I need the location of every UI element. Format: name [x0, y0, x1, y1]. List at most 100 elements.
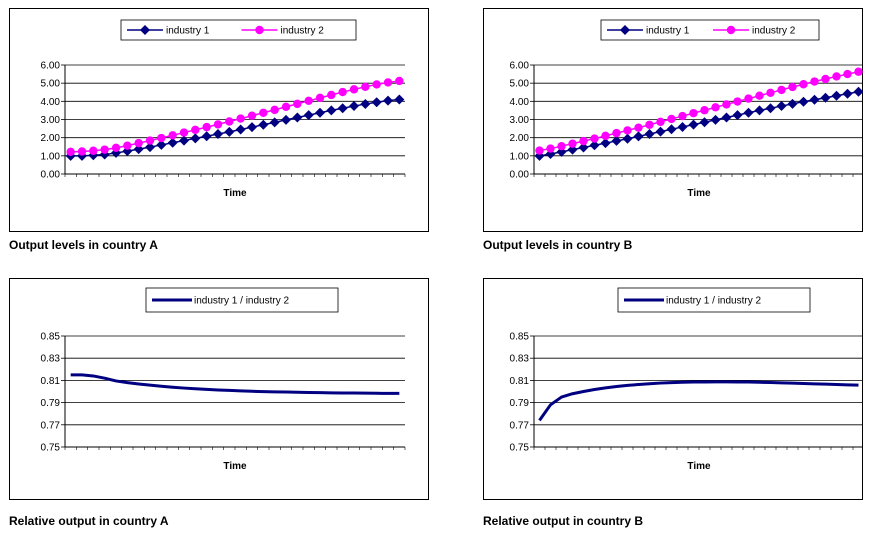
data-point-diamond: [622, 133, 633, 144]
data-point-diamond: [787, 98, 798, 109]
data-point-circle: [766, 88, 775, 97]
data-point-diamond: [326, 105, 337, 116]
line-chart-country-a-relative: 0.75 0.77 0.79 0.81 0.83 0.85 Time industry 1 /…: [9, 278, 429, 500]
data-point-circle: [689, 108, 698, 118]
data-point-diamond: [820, 92, 831, 103]
data-point-circle: [843, 69, 852, 79]
y-tick-label: 0.75: [510, 443, 530, 454]
data-point-circle: [134, 138, 143, 148]
legend-label: industry 1: [646, 26, 690, 37]
x-axis-label: Time: [223, 188, 247, 199]
data-point-circle: [213, 120, 223, 129]
data-point-circle: [711, 103, 720, 112]
data-point-diamond: [269, 117, 280, 128]
data-point-diamond: [677, 121, 688, 132]
data-point-circle: [293, 99, 302, 109]
data-point-diamond: [201, 131, 212, 142]
y-tick-label: 0.00: [510, 170, 530, 181]
caption-country-a-relative: Relative output in country A: [9, 514, 169, 528]
data-point-diamond: [371, 97, 382, 108]
data-point-circle: [546, 144, 555, 153]
data-point-circle: [168, 131, 177, 140]
data-point-diamond: [754, 105, 765, 116]
data-point-circle: [89, 146, 98, 155]
data-point-diamond: [776, 101, 787, 112]
data-point-diamond: [167, 137, 178, 148]
data-point-circle: [349, 85, 359, 94]
legend-box: [617, 287, 811, 313]
data-point-diamond: [156, 139, 167, 150]
chart-panel-country-a-relative: 0.75 0.77 0.79 0.81 0.83 0.85 Time industry 1 /…: [9, 278, 429, 500]
caption-country-b-output: Output levels in country B: [483, 238, 633, 252]
line-chart-country-b-output: 0.00 1.00 2.00 3.00 4.00 5.00 6.00 Time industry…: [483, 8, 863, 232]
data-point-circle: [66, 147, 75, 157]
data-point-diamond: [853, 86, 863, 97]
y-tick-label: 0.00: [41, 170, 61, 181]
data-point-circle: [645, 120, 654, 129]
data-point-circle: [623, 126, 632, 135]
data-point-diamond: [633, 131, 644, 142]
data-point-circle: [236, 114, 245, 123]
data-point-diamond: [688, 119, 699, 130]
data-point-circle: [744, 94, 753, 103]
legend-label: industry 2: [281, 26, 325, 37]
y-tick-label: 4.00: [41, 97, 61, 108]
data-point-circle: [799, 80, 808, 89]
legend-marker-circle: [726, 25, 736, 35]
line-chart-country-b-relative: 0.75 0.77 0.79 0.81 0.83 0.85 Time industry 1 /…: [483, 278, 863, 500]
data-point-circle: [383, 78, 393, 87]
data-point-circle: [191, 125, 200, 135]
legend-marker-diamond: [620, 25, 630, 35]
data-point-circle: [579, 136, 588, 146]
data-point-circle: [327, 90, 336, 100]
data-point-circle: [557, 142, 566, 151]
data-point-circle: [733, 97, 742, 106]
y-tick-label: 4.00: [510, 97, 530, 108]
y-tick-label: 0.79: [41, 398, 61, 409]
y-tick-label: 6.00: [41, 61, 61, 72]
data-point-circle: [722, 100, 731, 109]
legend-marker-circle: [255, 25, 264, 35]
y-tick-label: 0.83: [41, 354, 61, 365]
data-point-diamond: [179, 135, 189, 146]
data-point-circle: [667, 114, 676, 124]
data-point-circle: [821, 74, 830, 84]
data-point-diamond: [578, 142, 589, 153]
data-point-diamond: [798, 96, 809, 107]
data-point-circle: [854, 67, 863, 76]
data-point-circle: [77, 147, 87, 156]
x-axis-label: Time: [223, 461, 247, 472]
data-point-diamond: [743, 107, 754, 118]
y-tick-label: 2.00: [41, 133, 61, 144]
chart-frame: [9, 8, 429, 232]
data-point-diamond: [247, 122, 257, 133]
data-point-circle: [568, 139, 577, 148]
legend-label: industry 1: [166, 26, 210, 37]
y-tick-label: 1.00: [510, 151, 530, 162]
y-tick-label: 5.00: [41, 79, 61, 90]
data-point-circle: [225, 117, 234, 126]
data-point-circle: [372, 80, 381, 89]
data-point-circle: [247, 111, 257, 120]
y-tick-label: 0.85: [41, 332, 61, 343]
data-point-circle: [361, 82, 370, 92]
data-point-diamond: [394, 94, 405, 105]
chart-frame: [483, 278, 863, 500]
data-point-diamond: [337, 103, 348, 114]
data-point-circle: [111, 143, 121, 153]
data-point-diamond: [303, 110, 314, 121]
chart-panel-country-b-relative: 0.75 0.77 0.79 0.81 0.83 0.85 Time industry 1 /…: [483, 278, 863, 500]
legend-label: industry 1 / industry 2: [194, 296, 289, 307]
data-point-circle: [590, 134, 599, 143]
data-point-diamond: [567, 144, 578, 155]
y-tick-label: 0.77: [41, 420, 61, 431]
data-point-diamond: [831, 90, 842, 101]
data-point-circle: [810, 77, 819, 86]
data-point-diamond: [589, 140, 600, 151]
caption-country-b-relative: Relative output in country B: [483, 514, 644, 528]
y-tick-label: 0.79: [510, 398, 530, 409]
legend-box: [120, 19, 357, 41]
legend-label: industry 1 / industry 2: [666, 296, 761, 307]
x-axis-label: Time: [687, 461, 711, 472]
series-line-1: [70, 373, 400, 395]
